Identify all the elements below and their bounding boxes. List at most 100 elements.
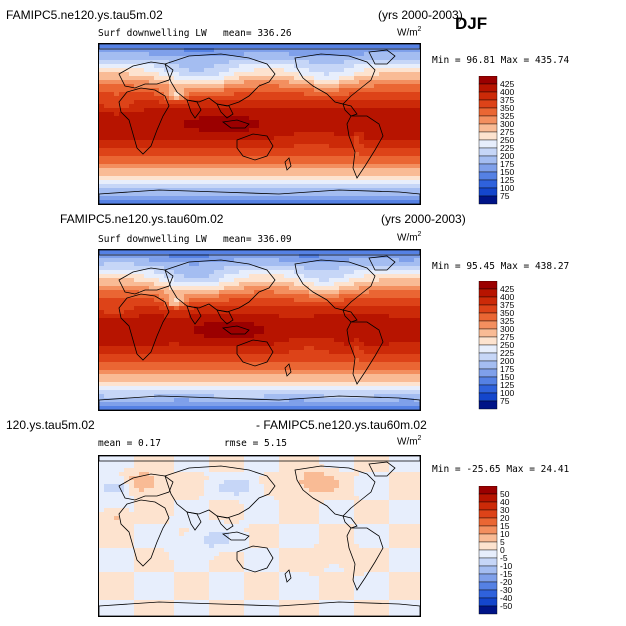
panel1-units: W/m2 xyxy=(397,26,421,38)
colorbar-swatch xyxy=(478,91,498,101)
colorbar-swatch xyxy=(478,83,498,93)
panel3-map xyxy=(98,455,421,617)
season-label: DJF xyxy=(455,14,488,33)
colorbar-swatch xyxy=(478,605,498,615)
colorbar-swatch xyxy=(478,139,498,149)
coastline-nz xyxy=(284,157,292,171)
coastline-antarctica xyxy=(99,395,420,410)
panel3-case-left: 120.ys.tau5m.02 xyxy=(6,418,95,432)
colorbar-swatch xyxy=(478,493,498,503)
colorbar-tick-label: -40 xyxy=(500,593,513,603)
colorbar-swatch xyxy=(478,123,498,133)
colorbar-swatch xyxy=(478,76,498,85)
panel2-minmax: Min = 95.45 Max = 438.27 xyxy=(432,261,570,272)
coastline-asia xyxy=(164,259,276,313)
colorbar-swatch xyxy=(478,195,498,205)
coastline-indonesia xyxy=(221,325,250,335)
colorbar-swatch xyxy=(478,344,498,354)
colorbar-swatch xyxy=(478,573,498,583)
coastline-antarctica xyxy=(99,189,420,204)
coastline-europe xyxy=(118,267,174,295)
map-field xyxy=(99,250,420,410)
panel1-units-text: W/m xyxy=(397,27,418,39)
colorbar-swatch xyxy=(478,581,498,591)
map-field xyxy=(99,44,420,204)
colorbar-tick-label: 425 xyxy=(500,79,514,89)
colorbar-tick-label: -15 xyxy=(500,569,513,579)
colorbar-swatch xyxy=(478,517,498,527)
colorbar-swatch xyxy=(478,376,498,386)
colorbar-tick-label: 75 xyxy=(500,191,510,201)
colorbar-tick-label: 5 xyxy=(500,537,505,547)
colorbar-tick-label: 200 xyxy=(500,151,514,161)
colorbar-tick-label: 75 xyxy=(500,396,510,406)
colorbar-swatch xyxy=(478,288,498,298)
colorbar-swatch xyxy=(478,115,498,125)
panel2-units: W/m2 xyxy=(397,231,421,243)
colorbar-swatch xyxy=(478,147,498,157)
coastline-camerica xyxy=(342,309,358,323)
colorbar-swatch xyxy=(478,565,498,575)
colorbar-swatch xyxy=(478,187,498,197)
panel1-case-title: FAMIPC5.ne120.ys.tau5m.02 xyxy=(6,8,163,22)
colorbar-tick-label: -5 xyxy=(500,553,508,563)
coastline-europe xyxy=(118,61,174,89)
coastline-camerica xyxy=(342,103,358,117)
colorbar-swatch xyxy=(478,312,498,322)
colorbar-swatch xyxy=(478,549,498,559)
colorbar-swatch xyxy=(478,509,498,519)
colorbar-swatch xyxy=(478,131,498,141)
colorbar-swatch xyxy=(478,501,498,511)
colorbar-tick-label: -50 xyxy=(500,601,513,611)
coastline-asia xyxy=(164,465,276,519)
colorbar-tick-label: 15 xyxy=(500,521,510,531)
panel1-colorbar: 4254003753503253002752502252001751501251… xyxy=(478,76,514,205)
colorbar-tick-label: 50 xyxy=(500,489,510,499)
coastline-nz xyxy=(284,363,292,377)
colorbar-swatch xyxy=(478,400,498,410)
coastline-africa xyxy=(118,293,170,361)
colorbar-tick-label: -20 xyxy=(500,577,513,587)
colorbar-tick-label: 40 xyxy=(500,497,510,507)
map-field xyxy=(99,456,420,616)
colorbar-swatch xyxy=(478,296,498,306)
coastline-africa xyxy=(118,499,170,567)
coastline-seasia xyxy=(216,103,234,119)
colorbar-swatch xyxy=(478,163,498,173)
panel3-case-right: - FAMIPC5.ne120.ys.tau60m.02 xyxy=(256,418,427,432)
colorbar-tick-label: 325 xyxy=(500,316,514,326)
colorbar-tick-label: 0 xyxy=(500,545,505,555)
panel1-units-exp: 2 xyxy=(417,26,422,33)
colorbar-tick-label: 150 xyxy=(500,167,514,177)
panel2-years: (yrs 2000-2003) xyxy=(381,212,466,226)
colorbar-tick-label: 350 xyxy=(500,308,514,318)
panel1-variable: Surf downwelling LW xyxy=(98,28,207,39)
colorbar-tick-label: 400 xyxy=(500,87,514,97)
colorbar-tick-label: 250 xyxy=(500,135,514,145)
panel2-map-svg xyxy=(99,250,420,410)
colorbar-tick-label: -30 xyxy=(500,585,513,595)
coastline-australia xyxy=(236,545,274,573)
colorbar-swatch xyxy=(478,320,498,330)
colorbar-tick-label: 325 xyxy=(500,111,514,121)
panel3-rmse: rmse = 5.15 xyxy=(224,438,287,449)
colorbar-tick-label: 350 xyxy=(500,103,514,113)
coastline-seasia xyxy=(216,309,234,325)
colorbar-swatch xyxy=(478,99,498,109)
colorbar-swatch xyxy=(478,171,498,181)
colorbar-tick-label: 425 xyxy=(500,284,514,294)
colorbar-tick-label: 100 xyxy=(500,183,514,193)
colorbar-tick-label: 225 xyxy=(500,143,514,153)
colorbar-swatch xyxy=(478,336,498,346)
colorbar-tick-label: -10 xyxy=(500,561,513,571)
panel3-map-svg xyxy=(99,456,420,616)
coastline-nz xyxy=(284,569,292,583)
coastline-samerica xyxy=(346,115,384,179)
coastline-samerica xyxy=(346,527,384,591)
coastline-namerica xyxy=(294,465,376,517)
coastline-indonesia xyxy=(221,531,250,541)
panel1-mean: mean= 336.26 xyxy=(223,28,292,39)
colorbar-swatch xyxy=(478,392,498,402)
panel3-units-text: W/m xyxy=(397,436,418,448)
panel1-years: (yrs 2000-2003) xyxy=(378,8,463,22)
